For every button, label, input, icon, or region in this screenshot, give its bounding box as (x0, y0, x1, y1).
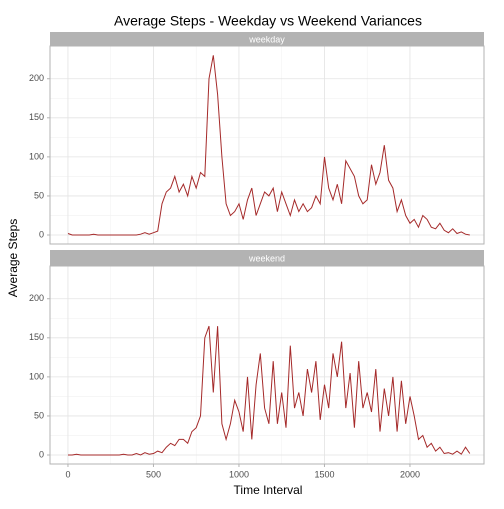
strip (50, 250, 484, 266)
panel (50, 46, 484, 244)
panel-border (49, 45, 485, 245)
y-tick-label: 150 (29, 332, 44, 342)
y-tick-label: 100 (29, 371, 44, 381)
y-tick-label: 0 (39, 229, 44, 239)
strip-label: weekend (248, 253, 285, 263)
y-tick-label: 200 (29, 73, 44, 83)
x-tick-label: 0 (65, 469, 70, 479)
data-line (67, 55, 470, 236)
y-tick-label: 150 (29, 112, 44, 122)
y-tick-label: 50 (34, 190, 44, 200)
panel-border (49, 265, 485, 465)
strip-label: weekday (248, 34, 285, 44)
y-tick-label: 200 (29, 293, 44, 303)
x-axis-label: Time Interval (234, 483, 303, 497)
x-tick-label: 1000 (229, 469, 249, 479)
chart-title: Average Steps - Weekday vs Weekend Varia… (114, 13, 422, 29)
y-axis-label: Average Steps (6, 219, 20, 298)
strip (50, 32, 484, 46)
data-line (68, 325, 471, 456)
panel (50, 266, 484, 464)
x-tick-label: 500 (146, 469, 161, 479)
y-tick-label: 100 (29, 151, 44, 161)
y-tick-label: 0 (39, 449, 44, 459)
y-tick-label: 50 (34, 410, 44, 420)
x-tick-label: 2000 (400, 469, 420, 479)
x-tick-label: 1500 (314, 469, 334, 479)
